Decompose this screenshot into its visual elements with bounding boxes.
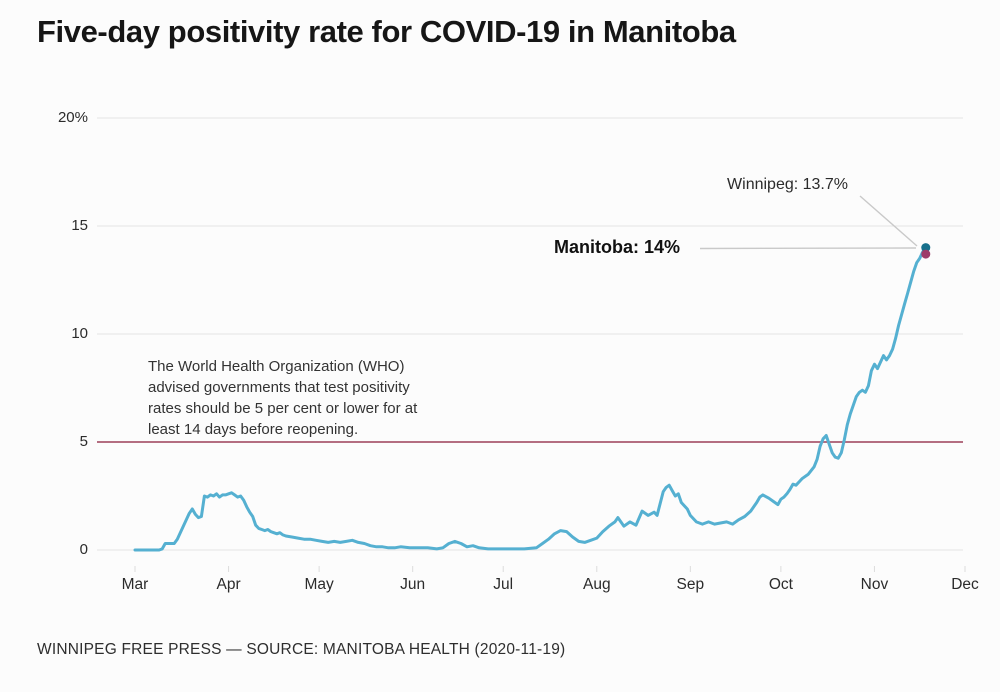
who-annotation-line: least 14 days before reopening.: [148, 421, 359, 438]
who-annotation-line: advised governments that test positivity: [148, 379, 410, 396]
x-axis-label-Mar: Mar: [121, 576, 149, 593]
x-axis-label-Aug: Aug: [582, 576, 611, 593]
x-axis-label-Dec: Dec: [951, 576, 979, 593]
winnipeg-leader-line: [859, 195, 918, 247]
winnipeg-annotation-label: Winnipeg: 13.7%: [727, 176, 848, 193]
y-axis-label-5: 5: [79, 433, 88, 450]
manitoba-endpoint-dot: [921, 243, 931, 253]
x-axis-label-Nov: Nov: [860, 576, 889, 593]
manitoba-leader-line: [699, 247, 917, 250]
x-axis-label-Oct: Oct: [768, 576, 793, 593]
y-axis-label-15: 15: [71, 217, 88, 234]
chart-title: Five-day positivity rate for COVID-19 in…: [37, 14, 736, 49]
winnipeg-endpoint-dot: [921, 249, 931, 259]
x-axis-label-Sep: Sep: [676, 576, 705, 593]
positivity-rate-line: [133, 246, 928, 552]
x-axis-ticks: [134, 566, 966, 572]
who-annotation-line: rates should be 5 per cent or lower for …: [148, 400, 418, 417]
horizontal-gridlines: [97, 117, 963, 551]
endpoint-markers: [921, 243, 931, 259]
y-axis-label-0: 0: [79, 541, 88, 558]
y-axis-label-20%: 20%: [57, 109, 88, 126]
x-axis-label-Jun: Jun: [400, 576, 426, 593]
manitoba-annotation-label: Manitoba: 14%: [553, 237, 680, 257]
y-axis-label-10: 10: [71, 325, 88, 342]
x-axis-label-Jul: Jul: [493, 576, 514, 593]
source-credit: WINNIPEG FREE PRESS — SOURCE: MANITOBA H…: [37, 641, 566, 658]
annotation-leader-lines: [699, 195, 918, 250]
who-annotation: The World Health Organization (WHO) advi…: [148, 356, 417, 440]
x-axis-label-Apr: Apr: [216, 576, 241, 593]
who-annotation-line: The World Health Organization (WHO): [148, 358, 405, 375]
positivity-line-manitoba: [133, 246, 928, 552]
x-axis-label-May: May: [304, 576, 334, 593]
